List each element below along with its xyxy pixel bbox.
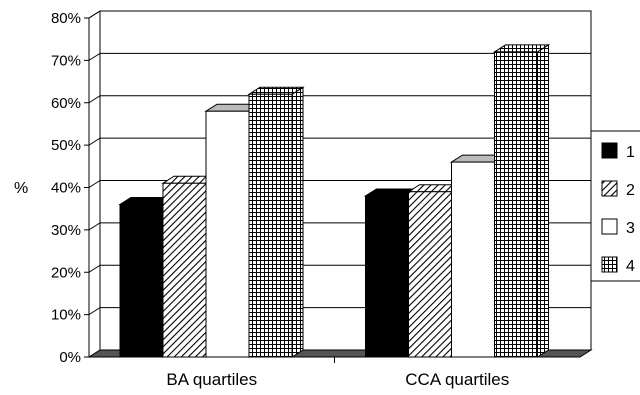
y-tick-label: 40% <box>51 180 81 197</box>
x-category-label: CCA quartiles <box>405 370 509 389</box>
bars <box>118 43 551 358</box>
gridline-side <box>88 137 101 146</box>
legend-swatch <box>601 218 618 235</box>
gridline-side <box>88 307 101 316</box>
y-tick-label: 60% <box>51 95 81 112</box>
legend-swatch <box>601 256 618 273</box>
legend-label: 2 <box>626 182 635 199</box>
bar-front <box>248 93 293 358</box>
bar-front <box>365 195 409 358</box>
y-tick-label: 50% <box>51 137 81 154</box>
bar-1-1 <box>406 183 465 358</box>
bar-front <box>408 191 452 358</box>
y-tick-label: 20% <box>51 264 81 281</box>
bar-side <box>537 43 549 358</box>
bar-front <box>162 182 207 358</box>
legend-label: 3 <box>626 220 635 237</box>
y-tick-label: 70% <box>51 52 81 69</box>
gridline-side <box>88 52 101 61</box>
y-tick-label: 0% <box>59 349 81 366</box>
x-category-labels: BA quartiles CCA quartiles <box>166 370 509 389</box>
bar-front <box>205 110 250 358</box>
bar-side <box>291 86 304 358</box>
y-tick-label: 10% <box>51 307 81 324</box>
bar-front <box>451 161 495 358</box>
legend-swatch <box>601 142 618 159</box>
y-axis-label: % <box>14 180 28 197</box>
gridline-side <box>88 180 101 188</box>
y-axis-top-edge <box>88 10 101 19</box>
legend-label: 1 <box>626 144 635 161</box>
gridline-side <box>88 264 101 273</box>
y-tick-label: 30% <box>51 222 81 239</box>
gridline-side <box>88 95 101 104</box>
bar-0-3 <box>247 86 305 358</box>
legend-label: 4 <box>626 258 635 275</box>
bar-front <box>494 51 538 358</box>
y-tick-labels: 0% 10% 20% 30% 40% 50% 60% 70% 80% <box>51 10 81 366</box>
gridline-side <box>88 222 101 231</box>
bar-front <box>119 203 164 358</box>
x-category-label: BA quartiles <box>166 370 257 389</box>
bar-1-3 <box>492 43 551 358</box>
legend-swatch <box>601 180 618 197</box>
legend: 1 2 3 4 <box>590 130 640 282</box>
y-tick-label: 80% <box>51 10 81 27</box>
